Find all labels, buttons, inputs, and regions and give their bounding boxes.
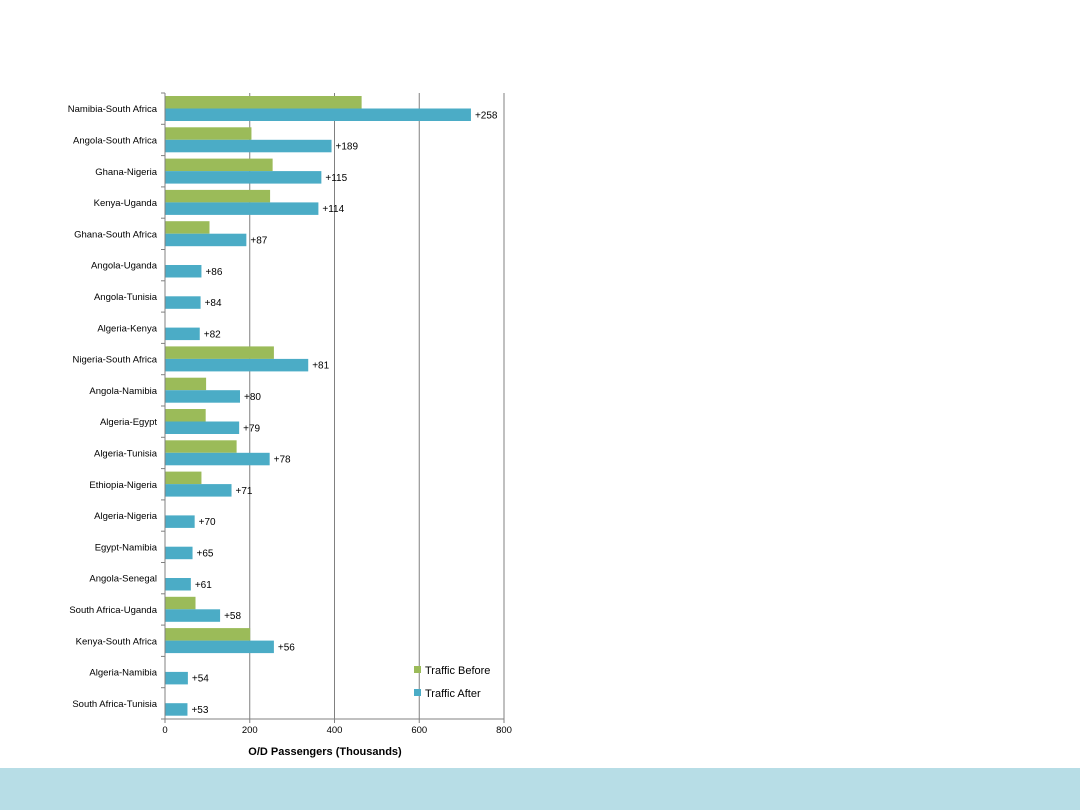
bar-traffic-before [165, 440, 237, 453]
legend-swatch-traffic-before [414, 666, 421, 673]
data-label: +115 [325, 173, 347, 184]
bar-traffic-after [165, 609, 221, 622]
bar-traffic-before [165, 409, 206, 422]
category-label: Kenya-South Africa [76, 636, 158, 647]
category-label: Angola-Namibia [89, 386, 157, 397]
data-label: +189 [336, 142, 359, 153]
bar-traffic-before [165, 346, 274, 359]
bar-traffic-before [165, 377, 207, 391]
data-label: +82 [204, 329, 221, 340]
legend: Traffic Before Traffic After [414, 665, 490, 700]
category-label: Angola-Tunisia [94, 292, 158, 303]
labels: 0 200 400 600 800 Namibia-South Africa +258 Ang… [68, 104, 512, 736]
axes [161, 92, 505, 723]
category-label: Algeria-Kenya [97, 323, 157, 334]
legend-swatch-traffic-after [414, 689, 421, 696]
bar-traffic-after [165, 546, 193, 560]
data-label: +56 [278, 642, 295, 653]
data-label: +58 [224, 611, 241, 622]
grid-lines [249, 93, 505, 719]
bar-traffic-before [165, 96, 362, 109]
category-label: Egypt-Namibia [95, 542, 158, 553]
data-label: +78 [274, 455, 291, 466]
category-label: Namibia-South Africa [68, 104, 158, 115]
bar-traffic-after [165, 327, 200, 341]
category-label: Angola-Uganda [91, 261, 158, 272]
bar-traffic-after [165, 265, 202, 278]
bar-traffic-after [165, 578, 191, 591]
category-label: Ethiopia-Nigeria [89, 480, 157, 491]
bar-traffic-before [165, 221, 210, 234]
x-axis-title: O/D Passengers (Thousands) [248, 746, 402, 758]
bar-traffic-after [165, 640, 274, 654]
category-label: Angola-South Africa [73, 135, 158, 146]
data-label: +54 [192, 674, 209, 685]
data-label: +65 [197, 548, 214, 559]
bar-traffic-before [165, 471, 202, 485]
data-label: +258 [475, 110, 498, 121]
category-label: South Africa-Uganda [69, 605, 157, 616]
bar-traffic-after [165, 358, 309, 372]
category-label: Ghana-South Africa [74, 229, 158, 240]
bar-traffic-after [165, 108, 471, 121]
bar-traffic-after [165, 703, 188, 716]
category-label: Ghana-Nigeria [95, 167, 157, 178]
category-label: Algeria-Nigeria [94, 511, 158, 522]
category-label: Algeria-Namibia [89, 668, 157, 679]
data-label: +87 [250, 235, 267, 246]
slide-footer-band [0, 768, 1080, 810]
category-label: Nigeria-South Africa [73, 355, 158, 366]
category-label: Algeria-Tunisia [94, 448, 158, 459]
data-label: +79 [243, 423, 260, 434]
category-label: South Africa-Tunisia [72, 699, 157, 710]
bar-traffic-after [165, 296, 201, 309]
data-label: +84 [205, 298, 222, 309]
data-label: +61 [195, 580, 212, 591]
bar-traffic-before [165, 596, 196, 610]
bar-traffic-after [165, 202, 319, 215]
legend-label-traffic-before: Traffic Before [425, 665, 490, 677]
x-tick-label: 200 [242, 725, 258, 736]
data-label: +81 [312, 361, 329, 372]
bar-traffic-after [165, 233, 247, 247]
legend-label-traffic-after: Traffic After [425, 688, 481, 700]
bar-traffic-before [165, 127, 252, 140]
bar-traffic-after [165, 484, 232, 497]
x-tick-label: 400 [327, 725, 343, 736]
x-tick-label: 800 [496, 725, 512, 736]
bar-traffic-before [165, 628, 251, 641]
bar-traffic-after [165, 421, 240, 434]
data-label: +70 [199, 517, 216, 528]
data-label: +86 [205, 267, 222, 278]
data-label: +53 [191, 705, 208, 716]
x-tick-label: 0 [162, 725, 167, 736]
bar-traffic-before [165, 158, 273, 172]
bar-traffic-before [165, 189, 271, 203]
bar-traffic-after [165, 671, 188, 685]
bar-traffic-after [165, 515, 195, 528]
category-label: Kenya-Uganda [94, 198, 158, 209]
category-label: Angola-Senegal [89, 574, 157, 585]
bar-traffic-after [165, 139, 332, 153]
data-label: +114 [322, 204, 344, 215]
bar-traffic-after [165, 452, 270, 466]
data-label: +80 [244, 392, 261, 403]
bar-traffic-after [165, 390, 241, 403]
category-label: Algeria-Egypt [100, 417, 157, 428]
x-tick-label: 600 [411, 725, 427, 736]
data-label: +71 [236, 486, 253, 497]
bar-traffic-after [165, 171, 322, 184]
bars [165, 96, 471, 716]
